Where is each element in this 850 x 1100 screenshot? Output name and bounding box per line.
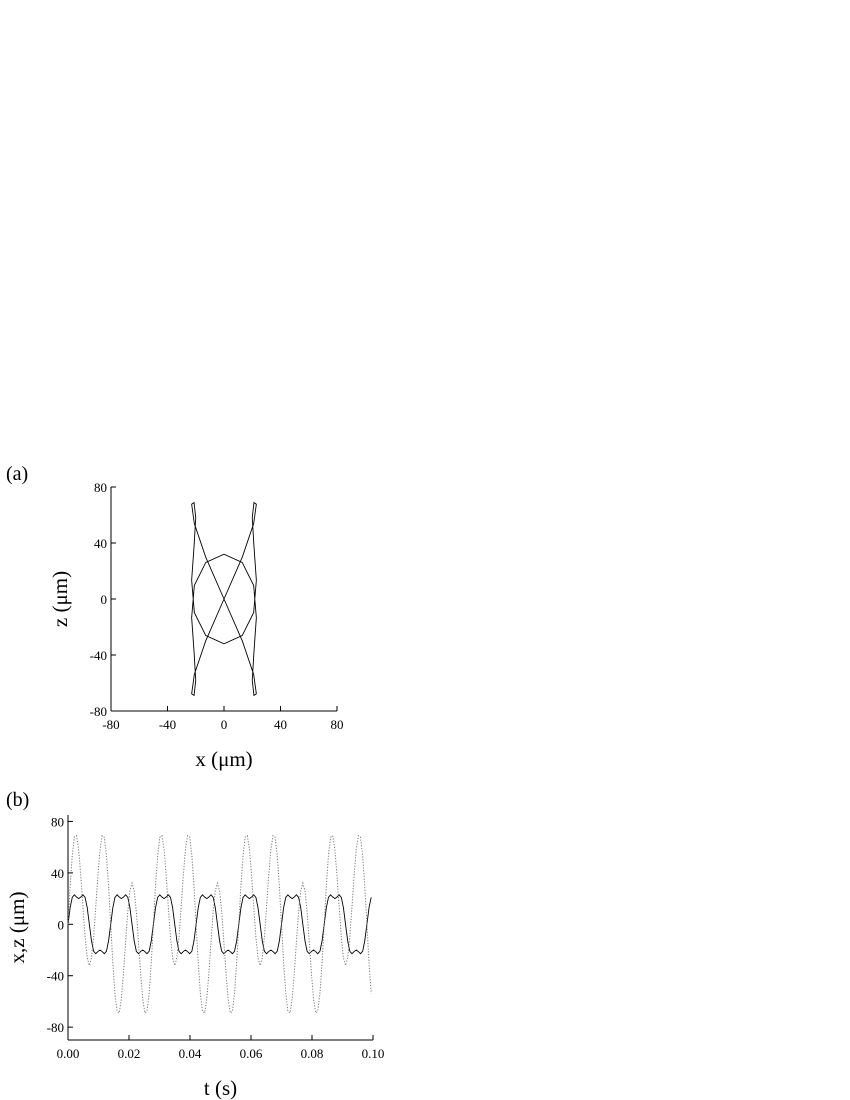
y-tick-label: 80	[51, 814, 64, 829]
x-tick-label: 0.02	[118, 1046, 141, 1061]
x-tick-label: -80	[102, 717, 119, 732]
panel-label: (b)	[6, 789, 29, 811]
y-tick-label: 40	[51, 866, 64, 881]
x-tick-label: 0.08	[301, 1046, 324, 1061]
x-tick-label: 80	[331, 717, 344, 732]
data-line	[67, 894, 372, 955]
y-tick-label: 0	[58, 917, 65, 932]
x-tick-label: 0.06	[240, 1046, 263, 1061]
x-axis-label: x (μm)	[195, 747, 252, 771]
x-axis-label: t (s)	[204, 1076, 237, 1100]
y-tick-label: -40	[90, 648, 107, 663]
x-tick-label: -40	[159, 717, 176, 732]
x-tick-label: 0.10	[362, 1046, 385, 1061]
y-axis-label: x,z (μm)	[5, 892, 29, 964]
x-tick-label: 0	[221, 717, 228, 732]
y-tick-label: -80	[90, 704, 107, 719]
x-tick-label: 0.00	[57, 1046, 80, 1061]
y-tick-label: 0	[101, 592, 108, 607]
data-line	[191, 501, 257, 697]
y-tick-label: -80	[47, 1020, 64, 1035]
y-tick-label: 80	[94, 480, 107, 495]
x-tick-label: 40	[274, 717, 287, 732]
y-axis-label: z (μm)	[48, 571, 72, 627]
data-line	[67, 834, 372, 1014]
y-tick-label: -40	[47, 969, 64, 984]
y-tick-label: 40	[94, 536, 107, 551]
panel-label: (a)	[6, 463, 28, 485]
x-tick-label: 0.04	[179, 1046, 202, 1061]
